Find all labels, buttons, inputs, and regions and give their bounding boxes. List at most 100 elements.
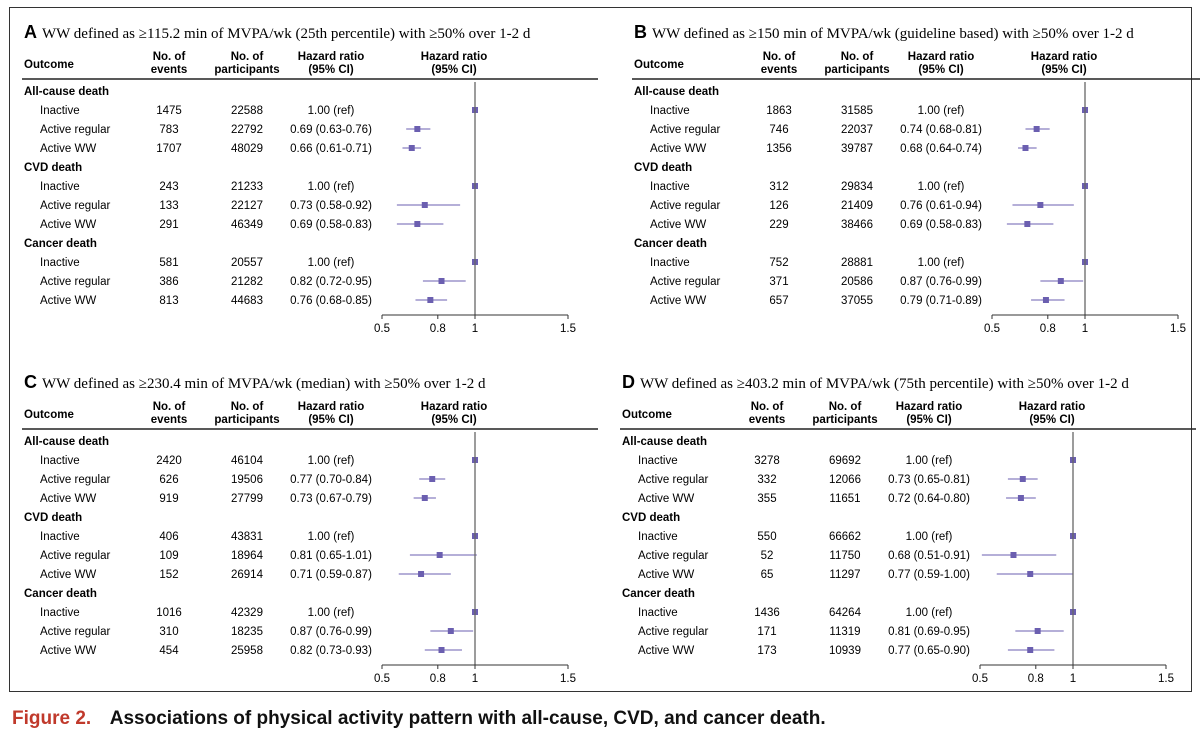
- column-header-events: events: [749, 414, 785, 426]
- column-header-events: No. of: [153, 401, 186, 413]
- point-estimate-marker: [1019, 476, 1026, 482]
- row-participants: 28881: [841, 257, 873, 269]
- row-events: 919: [159, 493, 178, 505]
- point-estimate-marker: [438, 647, 445, 653]
- column-header-plot: Hazard ratio: [1019, 401, 1085, 413]
- point-estimate-marker: [1017, 495, 1024, 501]
- column-header-participants: participants: [214, 64, 279, 76]
- row-participants: 18235: [231, 626, 263, 638]
- x-tick-label: 0.5: [984, 323, 1000, 335]
- row-hazard-ratio: 1.00 (ref): [906, 531, 953, 543]
- panel-letter: C: [24, 372, 37, 392]
- x-tick-label: 1: [1082, 323, 1088, 335]
- row-hazard-ratio: 1.00 (ref): [308, 105, 355, 117]
- forest-plot: D WW defined as ≥403.2 min of MVPA/wk (75…: [620, 372, 1196, 685]
- row-events: 355: [757, 493, 776, 505]
- panel-a: A WW defined as ≥115.2 min of MVPA/wk (25…: [22, 18, 602, 356]
- row-events: 1707: [156, 143, 182, 155]
- row-label: Active regular: [638, 550, 708, 562]
- row-label: Active regular: [40, 276, 110, 288]
- point-estimate-marker: [429, 476, 436, 482]
- point-estimate-marker: [1033, 126, 1040, 132]
- row-hazard-ratio: 0.73 (0.58-0.92): [290, 200, 372, 212]
- row-hazard-ratio: 0.69 (0.63-0.76): [290, 124, 372, 136]
- x-tick-label: 0.8: [1040, 323, 1056, 335]
- row-events: 783: [159, 124, 178, 136]
- point-estimate-marker: [1027, 647, 1034, 653]
- row-participants: 22792: [231, 124, 263, 136]
- point-estimate-marker: [1037, 202, 1044, 208]
- panel-title: WW defined as ≥115.2 min of MVPA/wk (25t…: [42, 26, 531, 42]
- forest-plot: B WW defined as ≥150 min of MVPA/wk (guid…: [632, 22, 1200, 335]
- row-participants: 48029: [231, 143, 263, 155]
- row-label: Active WW: [40, 219, 96, 231]
- row-label: Inactive: [650, 257, 690, 269]
- x-tick-label: 1.5: [560, 673, 576, 685]
- row-participants: 44683: [231, 295, 263, 307]
- row-events: 581: [159, 257, 178, 269]
- row-hazard-ratio: 0.87 (0.76-0.99): [290, 626, 372, 638]
- row-participants: 21233: [231, 181, 263, 193]
- row-participants: 31585: [841, 105, 873, 117]
- row-participants: 37055: [841, 295, 873, 307]
- row-events: 406: [159, 531, 178, 543]
- row-events: 1436: [754, 607, 780, 619]
- point-estimate-marker: [421, 202, 428, 208]
- row-hazard-ratio: 0.76 (0.61-0.94): [900, 200, 982, 212]
- row-hazard-ratio: 0.69 (0.58-0.83): [290, 219, 372, 231]
- row-hazard-ratio: 1.00 (ref): [308, 607, 355, 619]
- row-hazard-ratio: 0.72 (0.64-0.80): [888, 493, 970, 505]
- group-label: CVD death: [622, 512, 680, 524]
- column-header-participants: No. of: [231, 401, 264, 413]
- group-label: CVD death: [24, 512, 82, 524]
- column-header-hr: (95% CI): [918, 64, 964, 76]
- row-events: 626: [159, 474, 178, 486]
- row-participants: 22037: [841, 124, 873, 136]
- row-events: 1356: [766, 143, 792, 155]
- row-participants: 19506: [231, 474, 263, 486]
- row-events: 2420: [156, 455, 182, 467]
- x-tick-label: 1: [472, 673, 478, 685]
- row-label: Active WW: [650, 295, 706, 307]
- x-tick-label: 0.5: [374, 673, 390, 685]
- row-label: Inactive: [638, 531, 678, 543]
- point-estimate-marker: [427, 297, 434, 303]
- row-participants: 39787: [841, 143, 873, 155]
- row-label: Active WW: [40, 295, 96, 307]
- row-events: 65: [761, 569, 774, 581]
- x-tick-label: 0.8: [430, 323, 446, 335]
- row-label: Inactive: [638, 455, 678, 467]
- row-events: 310: [159, 626, 178, 638]
- row-label: Inactive: [40, 455, 80, 467]
- column-header-participants: No. of: [231, 51, 264, 63]
- point-estimate-marker: [1027, 571, 1034, 577]
- row-label: Active regular: [40, 124, 110, 136]
- row-label: Inactive: [650, 181, 690, 193]
- row-label: Active regular: [650, 276, 720, 288]
- group-label: All-cause death: [24, 86, 109, 98]
- row-events: 126: [769, 200, 788, 212]
- point-estimate-marker: [408, 145, 415, 151]
- row-participants: 64264: [829, 607, 862, 619]
- column-header-plot: (95% CI): [431, 64, 477, 76]
- row-hazard-ratio: 1.00 (ref): [308, 531, 355, 543]
- panel-title: WW defined as ≥230.4 min of MVPA/wk (med…: [42, 376, 486, 392]
- panel-d: D WW defined as ≥403.2 min of MVPA/wk (75…: [620, 368, 1200, 706]
- column-header-events: events: [761, 64, 797, 76]
- column-header-events: events: [151, 414, 187, 426]
- point-estimate-marker: [418, 571, 425, 577]
- point-estimate-marker: [421, 495, 428, 501]
- point-estimate-marker: [1034, 628, 1041, 634]
- row-participants: 21282: [231, 276, 263, 288]
- row-events: 52: [761, 550, 774, 562]
- x-tick-label: 1: [1070, 673, 1076, 685]
- column-header-events: No. of: [751, 401, 784, 413]
- row-hazard-ratio: 1.00 (ref): [308, 257, 355, 269]
- row-hazard-ratio: 0.66 (0.61-0.71): [290, 143, 372, 155]
- row-label: Active regular: [40, 474, 110, 486]
- group-label: Cancer death: [634, 238, 707, 250]
- row-events: 332: [757, 474, 776, 486]
- row-label: Active WW: [40, 143, 96, 155]
- row-hazard-ratio: 0.81 (0.69-0.95): [888, 626, 970, 638]
- row-events: 454: [159, 645, 179, 657]
